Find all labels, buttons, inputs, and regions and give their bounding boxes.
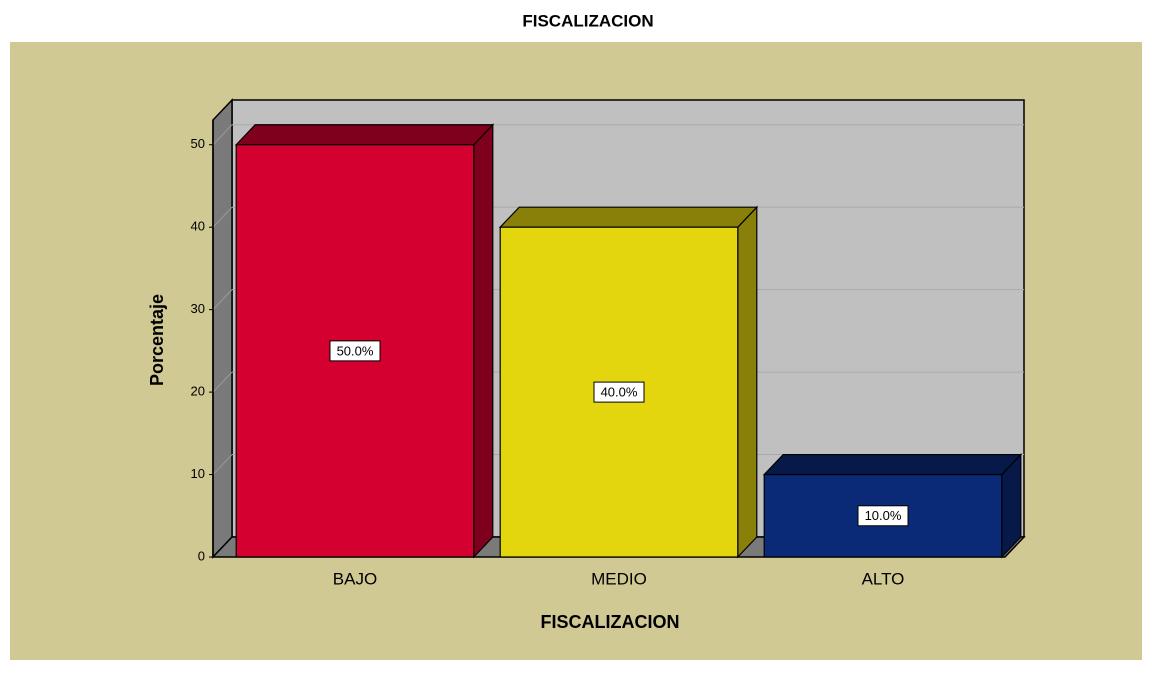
bar-side xyxy=(473,123,494,559)
side-wall xyxy=(212,98,233,559)
grid-line xyxy=(212,124,233,146)
x-axis-label: FISCALIZACION xyxy=(541,612,680,632)
grid-line xyxy=(212,454,233,475)
y-tick-label: 0 xyxy=(198,548,205,563)
y-tick-label: 40 xyxy=(191,219,205,234)
data-label-box xyxy=(329,340,381,362)
x-tick-label: ALTO xyxy=(862,569,905,588)
data-label: 10.0% xyxy=(865,508,902,523)
data-label: 50.0% xyxy=(337,343,374,358)
x-tick-label: BAJO xyxy=(333,569,377,588)
bar-top xyxy=(234,124,495,146)
bar-top xyxy=(498,206,759,228)
data-label: 40.0% xyxy=(601,385,638,400)
data-label-box xyxy=(857,505,909,527)
y-tick-label: 20 xyxy=(191,384,205,399)
bar-side xyxy=(737,205,758,559)
y-axis-label: Porcentaje xyxy=(147,294,167,386)
y-tick-label: 50 xyxy=(191,136,205,151)
data-label-box xyxy=(593,381,645,403)
chart-title: FISCALIZACION xyxy=(522,11,653,30)
grid-line xyxy=(212,371,233,393)
y-tick-label: 10 xyxy=(191,466,205,481)
grid-line xyxy=(212,206,233,228)
x-tick-label: MEDIO xyxy=(591,569,647,588)
bar-top xyxy=(762,453,1023,476)
y-tick-label: 30 xyxy=(191,301,205,316)
grid-line xyxy=(212,289,233,310)
